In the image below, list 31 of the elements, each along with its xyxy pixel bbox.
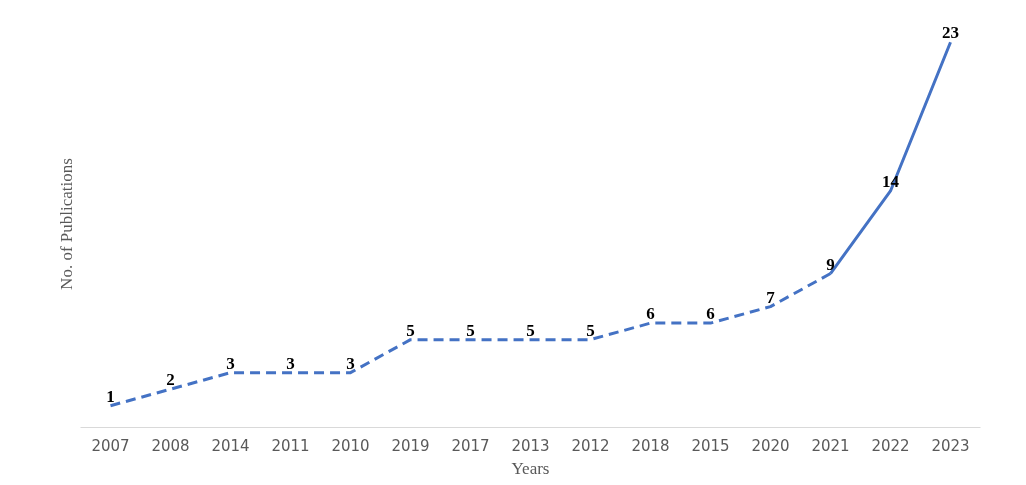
data-label: 23 [942,23,959,43]
data-label: 6 [646,304,655,324]
x-tick-label: 2019 [391,436,430,455]
data-label: 2 [166,370,175,390]
x-axis-title: Years [511,458,550,478]
data-label: 3 [286,353,295,373]
x-tick-label: 2012 [571,436,610,455]
data-label: 7 [766,287,776,307]
data-label: 9 [826,254,835,274]
data-label: 5 [586,320,595,340]
x-tick-label: 2008 [151,436,190,455]
data-label: 3 [346,353,355,373]
x-tick-label: 2023 [931,436,970,455]
data-label: 5 [526,320,535,340]
x-tick-label: 2010 [331,436,370,455]
x-tick-label: 2011 [271,436,310,455]
data-label: 5 [466,320,475,340]
x-tick-label: 2014 [211,436,250,455]
data-label: 6 [706,304,715,324]
x-tick-label: 2007 [91,436,130,455]
x-tick-label: 2020 [751,436,790,455]
data-label: 1 [106,386,115,406]
data-label: 3 [226,353,235,373]
x-tick-label: 2015 [691,436,730,455]
x-tick-label: 2018 [631,436,670,455]
data-label: 5 [406,320,415,340]
x-tick-label: 2021 [811,436,850,455]
x-tick-label: 2022 [871,436,910,455]
y-axis-title: No. of Publications [56,158,76,290]
x-tick-label: 2017 [451,436,490,455]
x-tick-label: 2013 [511,436,550,455]
